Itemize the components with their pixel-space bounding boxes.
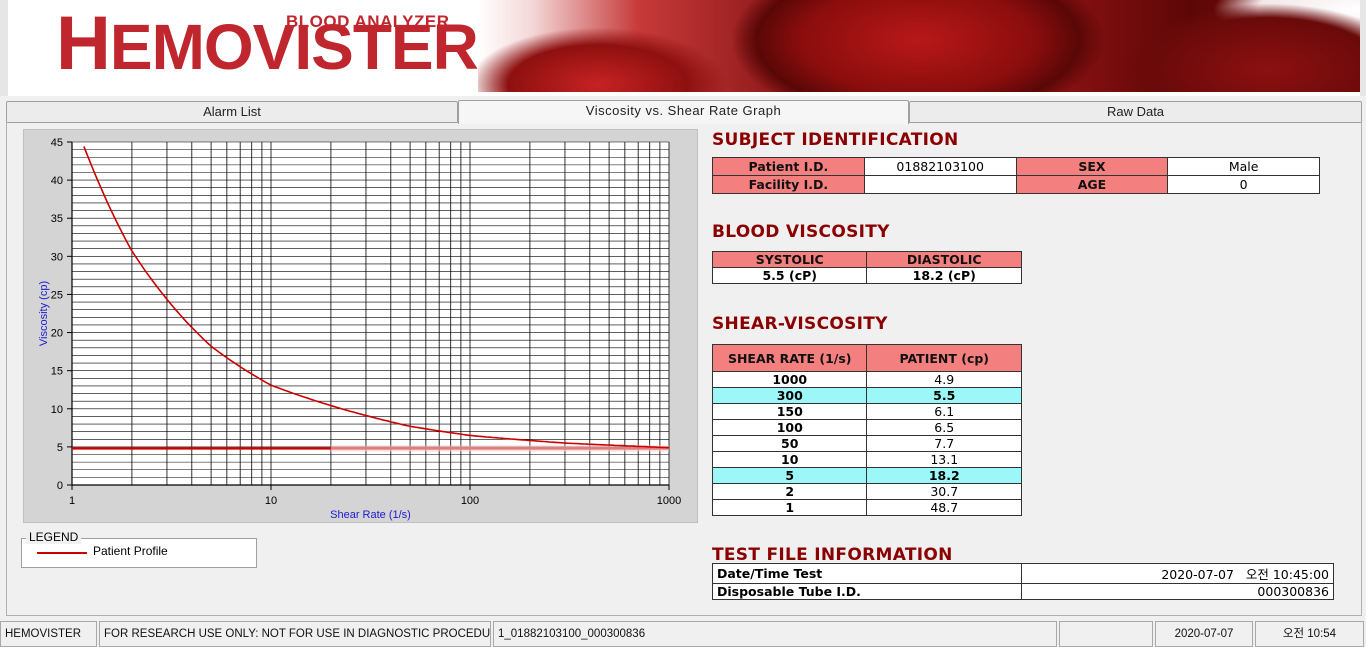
blood-cells-image (478, 0, 1360, 92)
x-tick-label: 1000 (657, 495, 681, 507)
datetime-value: 2020-07-07 오전 10:45:00 (1021, 563, 1334, 584)
shear-rate-cell: 1 (711, 499, 868, 516)
shear-row: 1 48.7 (711, 499, 1022, 516)
y-tick-label: 25 (51, 289, 63, 301)
patient-cp-cell: 13.1 (866, 451, 1022, 468)
diastolic-label: DIASTOLIC (866, 251, 1022, 268)
x-axis-label: Shear Rate (1/s) (330, 509, 411, 521)
shear-rate-cell: 1000 (711, 371, 868, 388)
shear-row: 150 6.1 (711, 403, 1022, 420)
patient-cp-header: PATIENT (cp) (866, 344, 1022, 372)
patient-id-value: 01882103100 (863, 157, 1017, 176)
blood-viscosity-table: SYSTOLIC DIASTOLIC 5.5 (cP) 18.2 (cP) (711, 251, 1022, 284)
chart-canvas: 0 5 10 15 20 25 30 35 40 45 1 10 100 1000 Shear Rate … (38, 137, 681, 521)
header-banner: BLOOD ANALYZER HEMOVISTER (0, 0, 1366, 96)
logo-title: HEMOVISTER (56, 6, 479, 82)
shear-rate-cell: 5 (711, 467, 868, 484)
facility-id-label: Facility I.D. (712, 175, 865, 194)
x-tick-label: 1 (69, 495, 75, 507)
y-tick-label: 45 (51, 137, 63, 149)
status-notice: FOR RESEARCH USE ONLY: NOT FOR USE IN DI… (99, 621, 491, 647)
patient-id-label: Patient I.D. (712, 157, 865, 176)
datetime-label: Date/Time Test (711, 563, 1023, 584)
y-tick-label: 0 (57, 480, 63, 492)
sex-label: SEX (1015, 157, 1169, 176)
patient-cp-cell: 7.7 (866, 435, 1022, 452)
y-tick-label: 35 (51, 213, 63, 225)
tube-id-label: Disposable Tube I.D. (711, 583, 1023, 600)
status-file-name: 1_01882103100_000300836 (493, 621, 1057, 647)
shear-row: 50 7.7 (711, 435, 1022, 452)
patient-cp-cell: 30.7 (866, 483, 1022, 500)
tab-raw-data[interactable]: Raw Data (909, 101, 1362, 123)
x-tick-label: 10 (265, 495, 277, 507)
reference-band (330, 445, 669, 452)
shear-viscosity-table: SHEAR RATE (1/s) PATIENT (cp) 1000 4.9 300… (711, 344, 1022, 516)
blood-viscosity-title: BLOOD VISCOSITY (712, 222, 890, 242)
patient-cp-cell: 48.7 (866, 499, 1022, 516)
age-value: 0 (1167, 175, 1320, 194)
y-tick-label: 10 (51, 404, 63, 416)
status-app-name: HEMOVISTER (0, 621, 97, 647)
tab-alarm-list[interactable]: Alarm List (6, 101, 458, 123)
status-time: 오전 10:54 (1255, 621, 1364, 647)
y-tick-label: 5 (57, 442, 63, 454)
viscosity-chart: 0 5 10 15 20 25 30 35 40 45 1 10 100 1000 Shear Rate … (23, 129, 698, 523)
status-date: 2020-07-07 (1155, 621, 1253, 647)
patient-cp-cell: 6.5 (866, 419, 1022, 436)
y-tick-label: 30 (51, 251, 63, 263)
y-tick-label: 20 (51, 328, 63, 340)
shear-rate-cell: 50 (711, 435, 868, 452)
x-tick-label: 100 (461, 495, 479, 507)
y-tick-label: 15 (51, 366, 63, 378)
tube-id-value: 000300836 (1021, 583, 1334, 600)
test-file-info-title: TEST FILE INFORMATION (712, 545, 953, 565)
logo-initial: H (56, 1, 111, 86)
shear-rate-cell: 300 (711, 387, 868, 404)
shear-row: 300 5.5 (711, 387, 1022, 404)
shear-rate-cell: 10 (711, 451, 868, 468)
diastolic-value: 18.2 (cP) (866, 267, 1022, 284)
shear-row: 1000 4.9 (711, 371, 1022, 388)
patient-cp-cell: 5.5 (866, 387, 1022, 404)
logo-rest: EMOVISTER (109, 11, 479, 83)
status-bar: HEMOVISTER FOR RESEARCH USE ONLY: NOT FO… (0, 620, 1366, 647)
shear-rate-cell: 100 (711, 419, 868, 436)
shear-row: 5 18.2 (711, 467, 1022, 484)
y-axis-label: Viscosity (cp) (38, 281, 50, 346)
systolic-label: SYSTOLIC (711, 251, 868, 268)
tab-viscosity-graph[interactable]: Viscosity vs. Shear Rate Graph (458, 100, 909, 124)
test-file-table: Date/Time Test 2020-07-07 오전 10:45:00 Di… (711, 563, 1334, 600)
facility-id-value (863, 175, 1017, 194)
y-tick-label: 40 (51, 175, 63, 187)
age-label: AGE (1015, 175, 1169, 194)
shear-rate-cell: 150 (711, 403, 868, 420)
shear-rate-cell: 2 (711, 483, 868, 500)
sex-value: Male (1167, 157, 1320, 176)
legend-line-swatch (37, 552, 87, 554)
subject-table: Patient I.D. 01882103100 SEX Male Facili… (712, 157, 1320, 194)
systolic-value: 5.5 (cP) (711, 267, 868, 284)
legend-title: LEGEND (26, 530, 82, 544)
shear-viscosity-title: SHEAR-VISCOSITY (712, 314, 888, 334)
subject-identification-title: SUBJECT IDENTIFICATION (712, 130, 959, 150)
patient-profile-curve (83, 146, 670, 449)
shear-row: 2 30.7 (711, 483, 1022, 500)
tab-bar: Alarm List Viscosity vs. Shear Rate Grap… (6, 100, 1362, 124)
plot-area (72, 142, 669, 485)
patient-cp-cell: 18.2 (866, 467, 1022, 484)
status-empty-cell (1059, 621, 1153, 647)
logo-subtitle: BLOOD ANALYZER (286, 12, 450, 31)
legend-entry-label: Patient Profile (93, 544, 168, 558)
shear-row: 100 6.5 (711, 419, 1022, 436)
tab-content-panel (6, 122, 1362, 616)
patient-cp-cell: 4.9 (866, 371, 1022, 388)
shear-rate-header: SHEAR RATE (1/s) (711, 344, 868, 372)
patient-cp-cell: 6.1 (866, 403, 1022, 420)
shear-row: 10 13.1 (711, 451, 1022, 468)
